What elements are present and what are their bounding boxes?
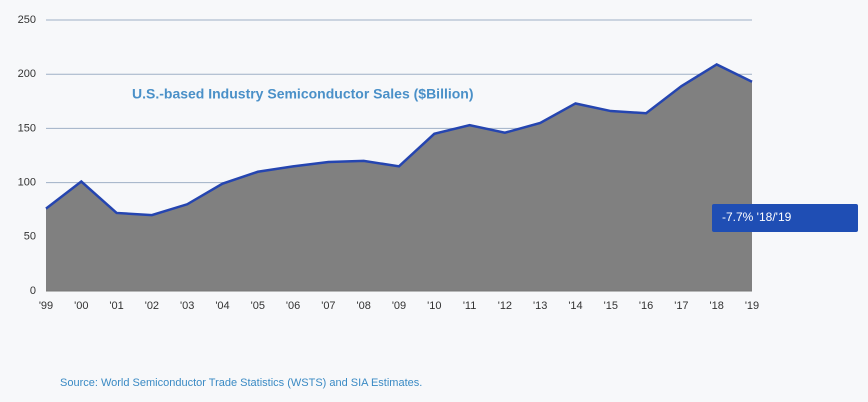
x-tick-label: '18: [710, 300, 724, 312]
annotation-box: [712, 204, 858, 232]
annotation: -7.7% '18/'19: [722, 210, 792, 224]
x-tick-label: '00: [74, 300, 88, 312]
x-tick-label: '16: [639, 300, 653, 312]
x-tick-label: '19: [745, 300, 759, 312]
chart-title: U.S.-based Industry Semiconductor Sales …: [132, 86, 474, 102]
x-tick-label: '07: [321, 300, 335, 312]
line: [45, 63, 753, 217]
x-tick-label: '17: [674, 300, 688, 312]
y-tick-label: 200: [18, 68, 36, 80]
source: Source: World Semiconductor Trade Statis…: [60, 377, 422, 389]
y-tick-label: 50: [24, 231, 36, 243]
x-tick-label: '09: [392, 300, 406, 312]
x-tick-label: '12: [498, 300, 512, 312]
x-tick-label: '14: [568, 300, 582, 312]
x-tick-label: '05: [251, 300, 265, 312]
y-tick-label: 100: [18, 177, 36, 189]
x-tick-label: '02: [145, 300, 159, 312]
y-tick-label: 250: [18, 14, 36, 26]
x-tick-label: '99: [39, 300, 53, 312]
x-tick-label: '03: [180, 300, 194, 312]
x-tick-label: '10: [427, 300, 441, 312]
area: [46, 64, 752, 291]
y-tick-label: 150: [18, 122, 36, 134]
y-tick-label: 0: [30, 285, 36, 297]
x-tick-label: '08: [357, 300, 371, 312]
x-tick-label: '01: [109, 300, 123, 312]
x-tick-label: '11: [463, 300, 477, 312]
x-tick-label: '06: [286, 300, 300, 312]
x-tick-label: '13: [533, 300, 547, 312]
x-tick-label: '04: [215, 300, 229, 312]
x-tick-label: '15: [604, 300, 618, 312]
